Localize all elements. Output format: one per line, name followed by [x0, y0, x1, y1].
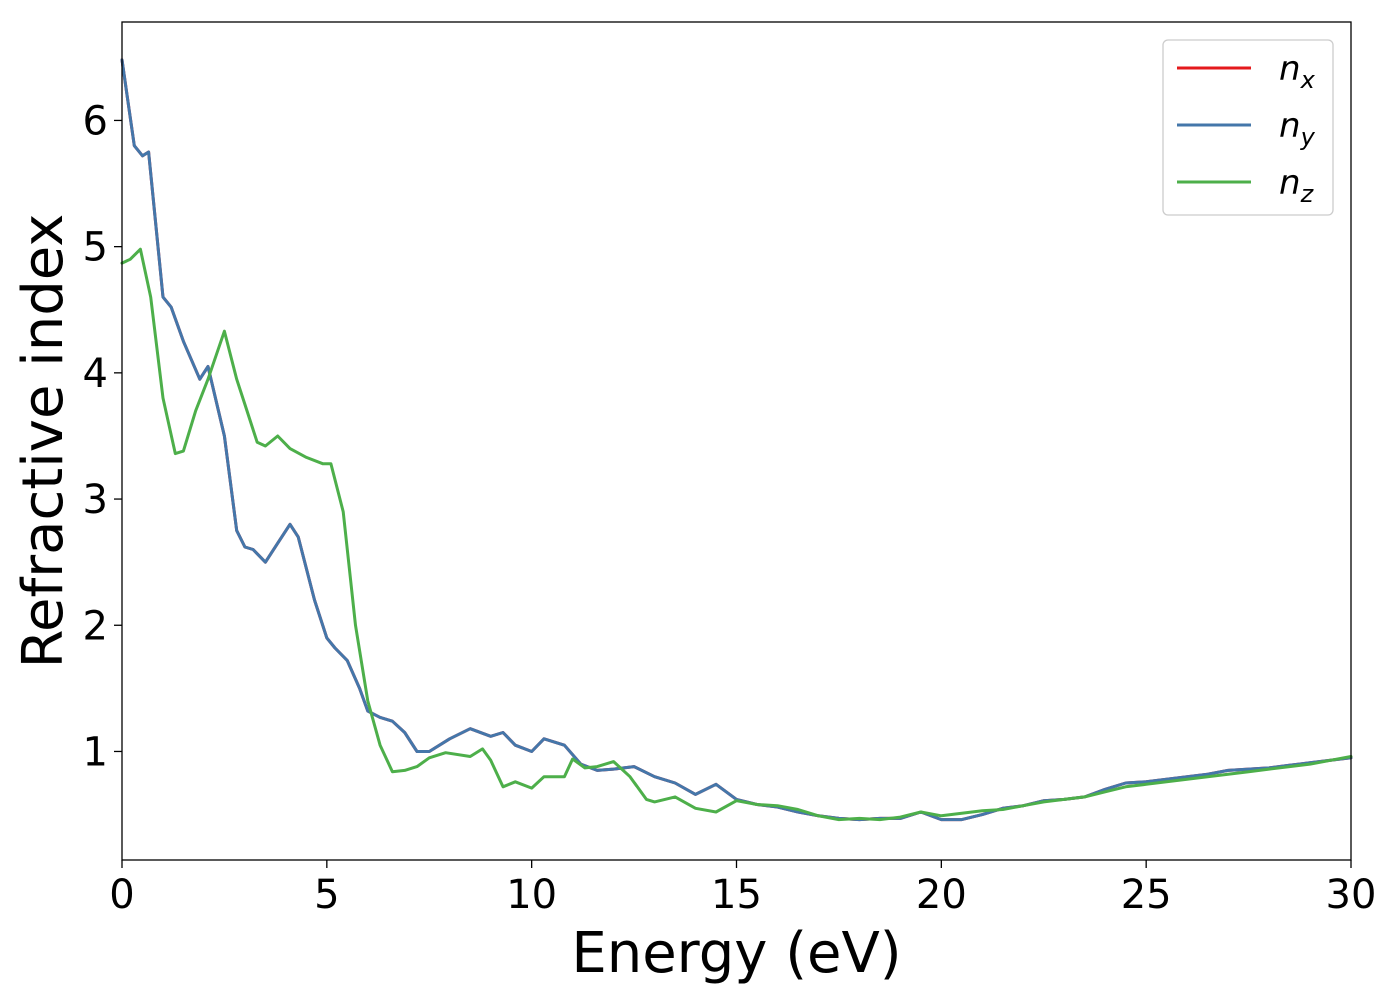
- y-tick-label: 3: [83, 477, 108, 523]
- series-layer: [120, 58, 1353, 822]
- series-line-n-y: [120, 58, 1353, 822]
- x-tick-label: 30: [1326, 872, 1377, 918]
- legend-box: [1162, 39, 1334, 216]
- x-tick-label: 0: [109, 872, 134, 918]
- y-axis: 1 2 3 4 5 6: [83, 98, 122, 775]
- y-axis-title: Refractive index: [11, 214, 76, 669]
- y-tick-label: 4: [83, 351, 108, 397]
- x-tick-label: 20: [916, 872, 967, 918]
- legend: nx ny nz: [1162, 39, 1334, 216]
- y-tick-label: 6: [83, 98, 108, 144]
- x-tick-label: 5: [314, 872, 339, 918]
- legend-label-n-z: nz: [1279, 163, 1315, 208]
- series-line-n-z: [120, 247, 1353, 822]
- x-tick-label: 25: [1121, 872, 1172, 918]
- legend-label-n-y: ny: [1279, 106, 1316, 151]
- y-tick-label: 5: [83, 225, 108, 271]
- x-axis-title: Energy (eV): [571, 921, 901, 986]
- y-tick-label: 2: [83, 603, 108, 649]
- x-tick-label: 15: [711, 872, 762, 918]
- legend-label-n-x: nx: [1279, 49, 1316, 94]
- y-tick-label: 1: [83, 729, 108, 775]
- x-axis: 0 5 10 15 20 25 30: [109, 860, 1376, 918]
- x-tick-label: 10: [506, 872, 557, 918]
